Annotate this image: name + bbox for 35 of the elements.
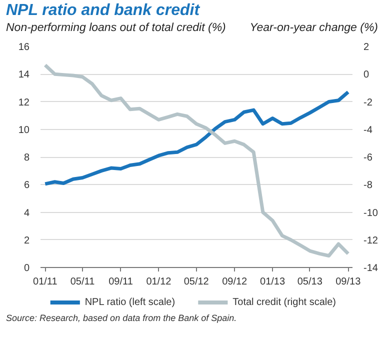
x-tick-label: 09/12 xyxy=(222,276,248,288)
y-tick-label: 10 xyxy=(18,124,30,136)
y2-tick-label: -4 xyxy=(364,124,373,136)
x-tick-label: 09/13 xyxy=(336,276,362,288)
y2-tick-label: -8 xyxy=(364,180,373,192)
y-tick-label: 2 xyxy=(24,235,30,246)
y2-tick-label: -6 xyxy=(364,152,373,164)
y-tick-label: 16 xyxy=(18,42,30,53)
x-tick-label: 05/11 xyxy=(70,276,96,288)
source-note: Source: Research, based on data from the Bank of Spain. xyxy=(6,313,237,324)
x-tick-label: 01/11 xyxy=(33,276,58,288)
y2-tick-label: -10 xyxy=(364,208,378,219)
line-series xyxy=(43,90,350,186)
y-tick-label: 14 xyxy=(18,70,30,81)
y2-tick-label: 0 xyxy=(364,70,370,81)
legend-label: Total credit (right scale) xyxy=(232,297,336,308)
x-tick-label: 05/13 xyxy=(297,276,323,288)
y-tick-label: 4 xyxy=(24,208,30,219)
y2-tick-label: 2 xyxy=(364,42,370,53)
y2-tick-label: -12 xyxy=(364,235,378,246)
y2-tick-label: -14 xyxy=(364,263,378,274)
x-tick-label: 05/12 xyxy=(184,276,210,288)
x-tick-label: 09/11 xyxy=(108,276,134,288)
x-tick-label: 01/13 xyxy=(260,276,286,288)
y2-tick-label: -2 xyxy=(364,97,373,108)
y-tick-label: 0 xyxy=(24,263,30,274)
y-tick-label: 8 xyxy=(24,152,30,164)
y2-axis-title: Year-on-year change (%) xyxy=(250,22,378,35)
y-tick-label: 12 xyxy=(18,97,30,108)
y-tick-label: 6 xyxy=(24,180,30,192)
y-axis-title: Non-performing loans out of total credit (%) xyxy=(6,22,226,35)
line-series xyxy=(43,63,350,258)
x-tick-label: 01/12 xyxy=(146,276,172,288)
legend-label: NPL ratio (left scale) xyxy=(84,297,176,308)
chart-title: NPL ratio and bank credit xyxy=(6,2,200,20)
